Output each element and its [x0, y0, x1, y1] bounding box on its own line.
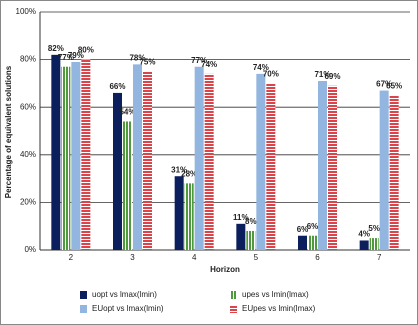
value-label: 74% — [253, 63, 269, 72]
value-label: 6% — [297, 225, 309, 234]
bar — [204, 73, 214, 250]
bar — [81, 59, 91, 250]
value-label: 78% — [129, 53, 145, 62]
legend-label: upes vs lmin(lmax) — [242, 290, 309, 299]
value-label: 77% — [191, 56, 207, 65]
bar — [184, 183, 194, 250]
bar — [123, 121, 132, 250]
legend-swatch — [80, 291, 87, 299]
value-label: 79% — [68, 51, 84, 60]
y-tick-label: 100% — [16, 7, 36, 16]
value-label: 71% — [314, 70, 330, 79]
bar — [71, 61, 81, 251]
value-label: 4% — [358, 230, 370, 239]
value-label: 69% — [324, 72, 340, 81]
value-label: 5% — [368, 224, 380, 233]
x-tick-label: 4 — [192, 253, 197, 262]
value-label: 66% — [109, 82, 125, 91]
bar — [389, 95, 399, 250]
x-tick-label: 6 — [315, 253, 320, 262]
y-tick-label: 60% — [20, 102, 36, 111]
bar — [308, 235, 317, 250]
bar — [143, 71, 152, 250]
x-tick-label: 3 — [130, 253, 135, 262]
legend-swatch — [230, 305, 237, 313]
bar — [236, 223, 246, 250]
y-tick-label: 80% — [20, 55, 36, 64]
bar — [318, 81, 327, 251]
legend-label: EUopt vs lmax(lmin) — [92, 304, 164, 313]
legend-swatch — [230, 291, 237, 299]
legend-label: EUpes vs lmin(lmax) — [242, 304, 316, 313]
bar — [194, 66, 204, 251]
bar — [369, 238, 379, 250]
legend-label: uopt vs lmax(lmin) — [92, 290, 157, 299]
value-label: 82% — [48, 44, 64, 53]
value-label: 74% — [201, 60, 217, 69]
bar — [328, 85, 337, 250]
value-label: 65% — [386, 81, 402, 90]
y-tick-label: 40% — [20, 150, 36, 159]
value-label: 11% — [233, 213, 249, 222]
x-tick-label: 7 — [377, 253, 382, 262]
bar — [133, 64, 142, 250]
value-label: 75% — [139, 58, 155, 67]
value-label: 8% — [245, 217, 257, 226]
x-axis-label: Horizon — [210, 265, 240, 274]
bar — [51, 54, 61, 251]
value-label: 31% — [171, 165, 187, 174]
x-tick-label: 5 — [254, 253, 259, 262]
y-tick-label: 0% — [24, 245, 36, 254]
bar — [298, 235, 307, 250]
bar — [256, 73, 266, 250]
value-label: 54% — [119, 108, 135, 117]
value-label: 67% — [376, 80, 392, 89]
value-label: 70% — [263, 70, 279, 79]
bar — [174, 176, 184, 250]
value-label: 6% — [307, 222, 319, 231]
value-label: 77% — [58, 53, 74, 62]
legend-swatch — [80, 305, 87, 313]
value-label: 80% — [78, 46, 94, 55]
x-tick-label: 2 — [69, 253, 74, 262]
bar — [379, 90, 389, 250]
y-axis-label: Percentage of equivalent solutions — [4, 65, 13, 198]
y-tick-label: 20% — [20, 198, 36, 207]
bar — [266, 83, 276, 251]
bar — [113, 92, 122, 250]
bar — [359, 240, 369, 250]
value-label: 28% — [181, 169, 197, 178]
bar — [246, 230, 256, 250]
bar — [61, 66, 71, 251]
